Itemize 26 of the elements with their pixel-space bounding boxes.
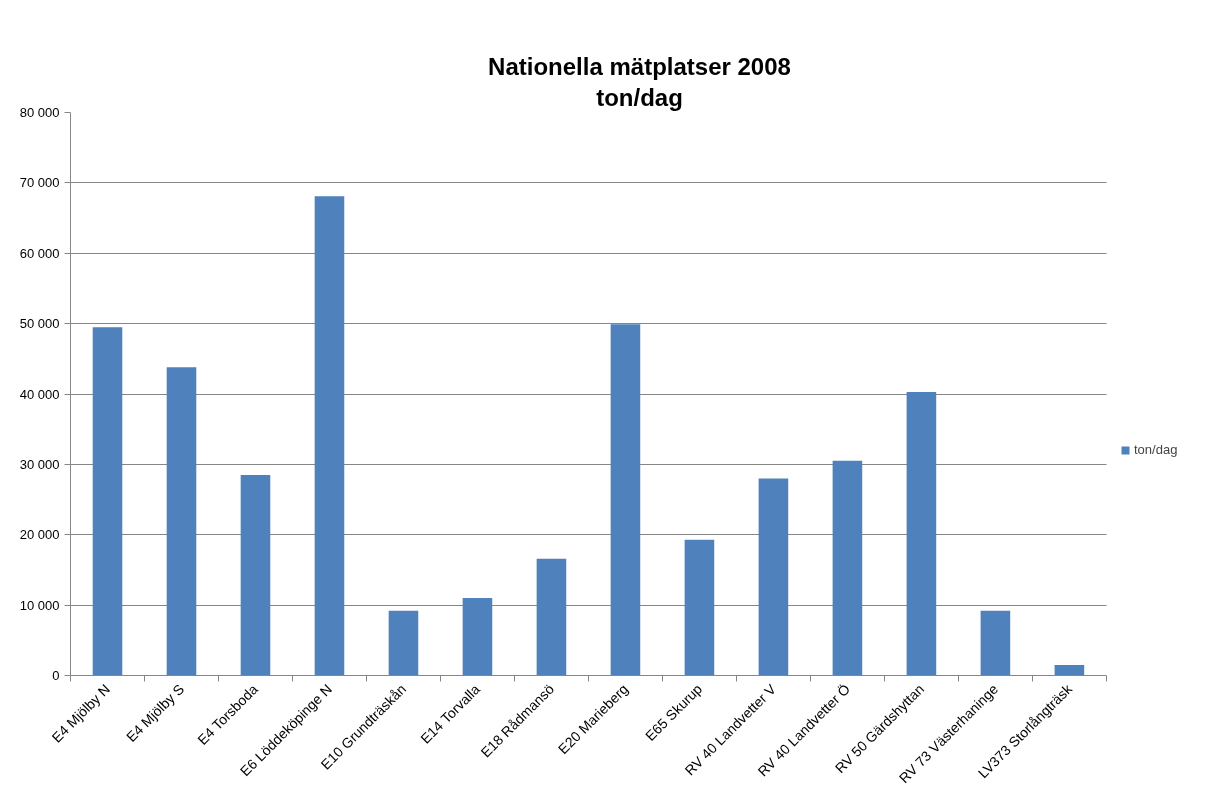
chart-title: Nationella mätplatser 2008 xyxy=(488,52,791,80)
bar xyxy=(166,367,197,676)
bar xyxy=(980,610,1011,676)
y-tick-label: 30 000 xyxy=(19,456,60,472)
chart-subtitle: ton/dag xyxy=(596,83,683,111)
bar xyxy=(832,460,863,676)
bar xyxy=(240,474,271,676)
bar xyxy=(536,558,567,676)
bar xyxy=(388,610,419,676)
y-tick-label: 60 000 xyxy=(19,245,60,261)
bar xyxy=(462,598,493,676)
bar xyxy=(314,196,345,676)
bar xyxy=(610,324,641,676)
bar xyxy=(758,478,789,676)
bar xyxy=(1054,664,1085,676)
y-tick-label: 20 000 xyxy=(19,527,60,543)
bar xyxy=(906,391,937,676)
y-tick-label: 0 xyxy=(52,668,60,683)
y-tick-label: 40 000 xyxy=(19,386,60,402)
y-tick-label: 10 000 xyxy=(19,597,60,613)
y-tick-label: 70 000 xyxy=(19,175,60,191)
legend-label: ton/dag xyxy=(1134,442,1178,457)
y-tick-label: 50 000 xyxy=(19,316,60,332)
bar xyxy=(684,539,715,676)
bar xyxy=(92,327,123,676)
y-tick-label: 80 000 xyxy=(19,105,60,120)
